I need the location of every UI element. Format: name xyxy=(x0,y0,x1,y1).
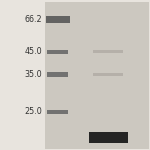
Bar xyxy=(45,2,148,148)
Bar xyxy=(47,110,68,114)
Bar xyxy=(93,50,123,53)
Text: 45.0: 45.0 xyxy=(24,47,42,56)
Bar xyxy=(46,16,70,22)
Bar xyxy=(93,73,123,76)
Text: 25.0: 25.0 xyxy=(24,107,42,116)
Bar xyxy=(47,50,68,54)
Bar xyxy=(88,132,128,143)
Text: 35.0: 35.0 xyxy=(24,70,42,79)
Text: 66.2: 66.2 xyxy=(24,15,42,24)
Bar xyxy=(47,72,68,76)
